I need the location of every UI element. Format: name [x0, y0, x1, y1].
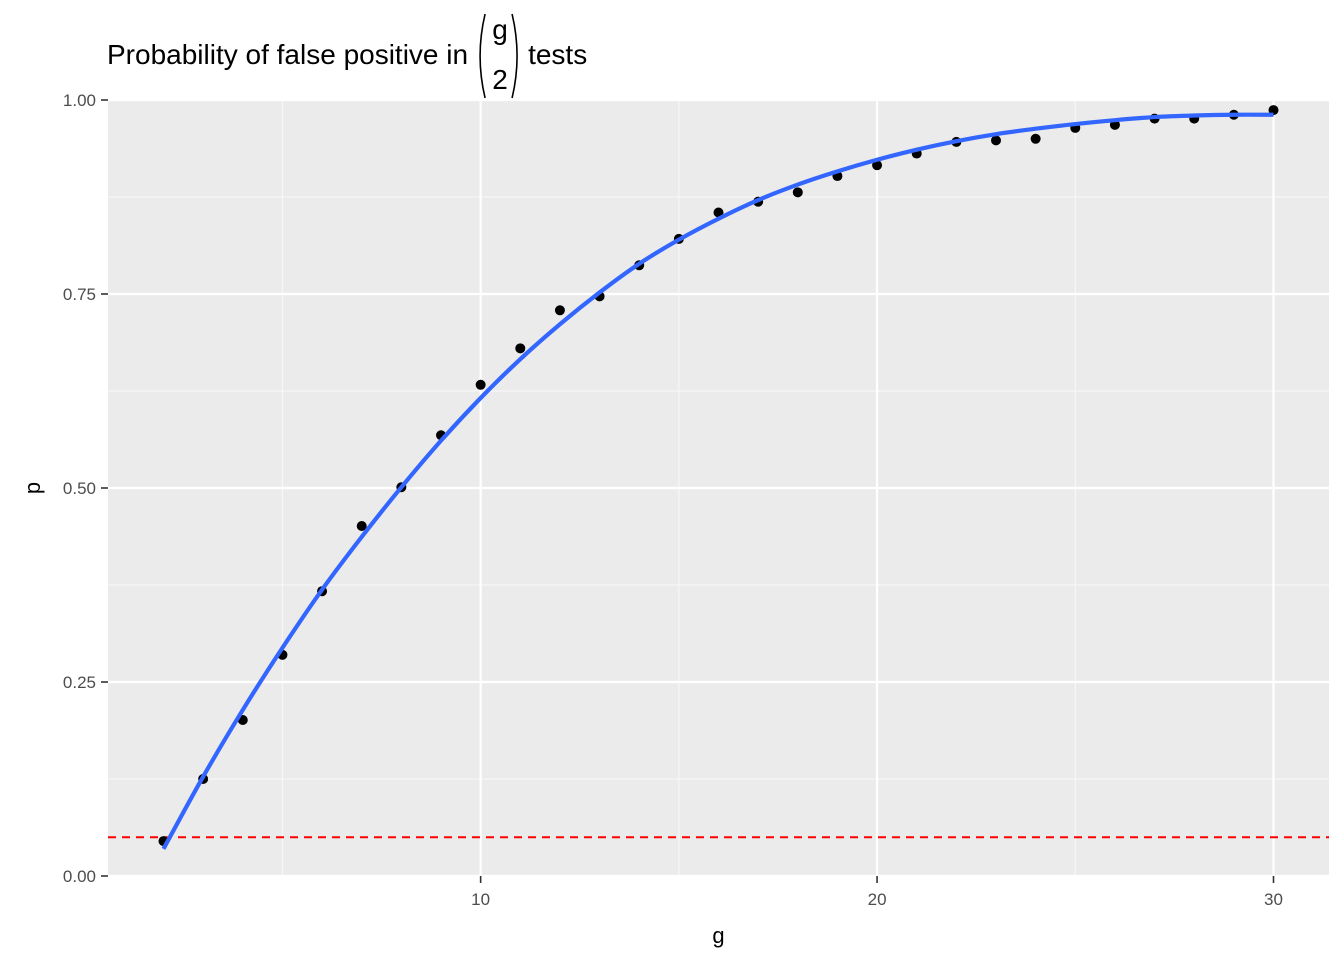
x-tick-label: 20	[868, 890, 887, 909]
data-point	[515, 343, 526, 354]
smooth-line	[161, 112, 1274, 850]
data-point	[991, 135, 1001, 146]
data-point	[1268, 105, 1279, 116]
data-point	[872, 160, 883, 171]
data-point	[792, 187, 803, 198]
x-tick-label: 10	[471, 890, 490, 909]
y-tick-label: 0.50	[63, 479, 96, 498]
data-point	[1030, 133, 1041, 144]
y-tick-label: 1.00	[63, 91, 96, 110]
smooth-layer	[161, 112, 1274, 850]
major-gridlines	[108, 98, 1329, 878]
chart-title: Probability of false positive in g 2 tes…	[107, 13, 587, 99]
data-point	[713, 207, 724, 218]
data-point	[554, 305, 565, 316]
data-point	[475, 379, 486, 390]
title-prefix: Probability of false positive in	[107, 39, 468, 70]
y-axis-title: p	[20, 482, 45, 494]
y-tick-label: 0.25	[63, 673, 96, 692]
x-tick-label: 30	[1264, 890, 1283, 909]
x-axis-title: g	[712, 923, 724, 948]
title-suffix: tests	[528, 39, 587, 70]
y-tick-label: 0.75	[63, 285, 96, 304]
binom-left-paren	[479, 13, 486, 99]
y-tick-label: 0.00	[63, 867, 96, 886]
axes: 0.00 0.25 0.50 0.75 1.00 10 20 30	[63, 91, 1283, 909]
binom-bottom: 2	[492, 64, 508, 95]
binom-right-paren	[511, 13, 518, 99]
binom-top: g	[492, 14, 508, 45]
data-point	[356, 521, 367, 532]
